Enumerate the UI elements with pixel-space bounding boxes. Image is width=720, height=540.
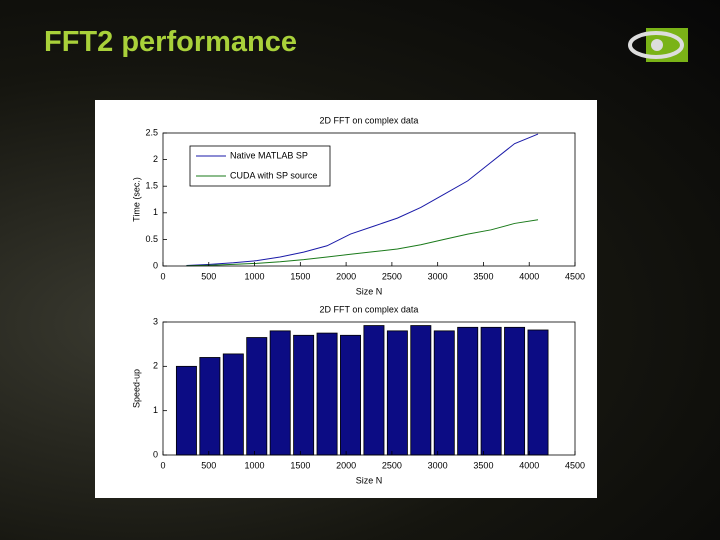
y-tick-label: 0 (153, 449, 158, 459)
y-tick-label: 2 (153, 154, 158, 164)
x-tick-label: 2500 (382, 460, 402, 470)
bar (246, 337, 268, 456)
axes-box (162, 321, 576, 456)
bar (480, 326, 502, 456)
x-tick-label: 4000 (519, 460, 539, 470)
y-tick-label: 2.5 (145, 127, 158, 137)
axes-box (162, 132, 576, 267)
bar (433, 330, 455, 456)
legend-label: CUDA with SP source (230, 170, 317, 180)
x-tick-label: 4500 (565, 460, 585, 470)
chart-title: 2D FFT on complex data (320, 115, 419, 125)
bar (457, 326, 479, 456)
x-tick-label: 1000 (245, 460, 265, 470)
bar (504, 326, 526, 456)
x-tick-label: 3000 (428, 271, 448, 281)
x-tick-label: 3000 (428, 460, 448, 470)
x-tick-label: 1000 (245, 271, 265, 281)
y-tick-label: 0 (153, 260, 158, 270)
y-tick-label: 0.5 (145, 234, 158, 244)
series-line (186, 133, 539, 266)
logo (628, 28, 688, 62)
figure: 2D FFT on complex data Size N Time (sec.) 0… (95, 100, 597, 498)
y-tick-label: 1 (153, 405, 158, 415)
x-tick-label: 3500 (473, 271, 493, 281)
y-axis-label: Time (sec.) (131, 177, 141, 222)
y-tick-label: 2 (153, 361, 158, 371)
bar (527, 329, 549, 456)
bar (199, 357, 221, 456)
x-tick-label: 3500 (473, 460, 493, 470)
bar (293, 334, 315, 456)
x-tick-label: 0 (160, 271, 165, 281)
x-tick-label: 0 (160, 460, 165, 470)
x-tick-label: 2500 (382, 271, 402, 281)
x-axis-label: Size N (356, 286, 383, 296)
series-line (186, 219, 539, 267)
x-tick-label: 2000 (336, 460, 356, 470)
x-tick-label: 1500 (290, 271, 310, 281)
legend-box (189, 145, 331, 187)
logo-pupil (651, 39, 663, 51)
x-tick-label: 500 (201, 271, 216, 281)
slide-title: FFT2 performance (44, 26, 297, 58)
y-tick-label: 1 (153, 207, 158, 217)
bar (222, 353, 244, 456)
x-tick-label: 1500 (290, 460, 310, 470)
x-tick-label: 500 (201, 460, 216, 470)
bar (363, 325, 385, 456)
bar (175, 365, 197, 456)
logo-eye (628, 31, 684, 59)
bar (340, 334, 361, 456)
x-tick-label: 2000 (336, 271, 356, 281)
chart-title: 2D FFT on complex data (320, 304, 419, 314)
y-axis-label: Speed-up (131, 369, 141, 408)
bar (316, 332, 338, 456)
bar (269, 330, 291, 456)
legend-label: Native MATLAB SP (230, 150, 308, 160)
x-tick-label: 4000 (519, 271, 539, 281)
y-tick-label: 3 (153, 316, 158, 326)
y-tick-label: 1.5 (145, 181, 158, 191)
x-tick-label: 4500 (565, 271, 585, 281)
x-axis-label: Size N (356, 475, 383, 485)
bar (386, 330, 408, 456)
bar (410, 325, 432, 456)
